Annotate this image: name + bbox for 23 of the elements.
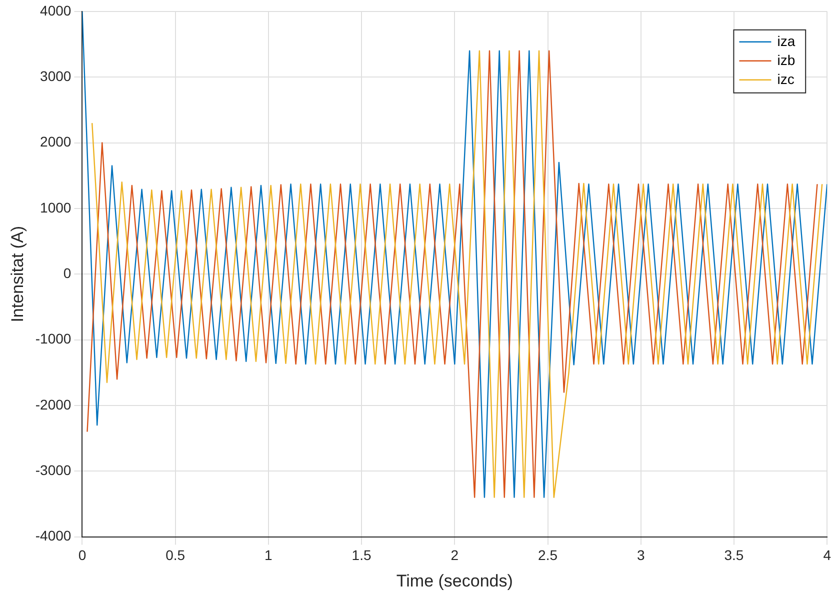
- y-tick-label: 2000: [40, 134, 72, 150]
- x-axis-title: Time (seconds): [396, 571, 513, 590]
- y-tick-label: 4000: [40, 2, 72, 18]
- y-axis-title: Intensitat (A): [8, 226, 27, 322]
- x-tick-label: 3: [636, 547, 645, 564]
- x-tick-label: 1: [264, 547, 273, 564]
- x-tick-label: 1.5: [352, 547, 372, 564]
- legend-label: izb: [777, 52, 796, 68]
- x-tick-label: 2.5: [538, 547, 558, 564]
- y-tick-label: -3000: [35, 462, 72, 478]
- y-tick-label: -1000: [35, 330, 72, 347]
- x-tick-label: 0.5: [166, 547, 186, 564]
- legend-label: izc: [777, 70, 794, 87]
- x-tick-label: 0: [78, 547, 86, 564]
- y-tick-label: 3000: [40, 68, 72, 84]
- y-tick-label: -4000: [35, 528, 72, 544]
- x-tick-label: 2: [450, 547, 459, 564]
- y-tick-label: 0: [63, 264, 72, 281]
- y-tick-label: 1000: [40, 199, 72, 216]
- legend-label: iza: [777, 32, 796, 49]
- x-tick-label: 4: [823, 547, 832, 564]
- x-tick-label: 3.5: [724, 547, 744, 564]
- y-tick-label: -2000: [35, 396, 72, 412]
